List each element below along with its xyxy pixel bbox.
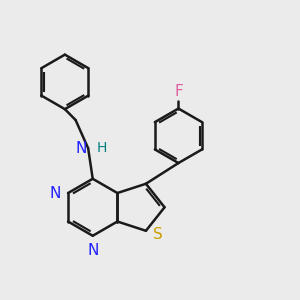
Text: N: N (75, 141, 87, 156)
Text: N: N (50, 185, 61, 200)
Text: H: H (97, 141, 107, 155)
Text: N: N (87, 243, 98, 258)
Text: S: S (153, 227, 163, 242)
Text: F: F (174, 84, 183, 99)
